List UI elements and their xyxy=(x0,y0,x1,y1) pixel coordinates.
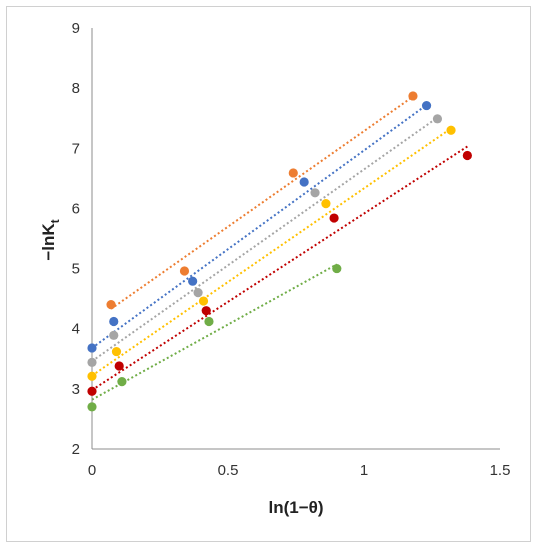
y-tick-label-4: 6 xyxy=(72,200,80,217)
data-point-1-2 xyxy=(188,276,198,286)
data-point-3-3 xyxy=(321,199,331,209)
y-tick-label-3: 5 xyxy=(72,261,80,278)
data-point-3-1 xyxy=(111,346,122,357)
x-axis-title: ln(1−θ) xyxy=(268,498,323,517)
data-point-1-3 xyxy=(299,177,309,187)
y-tick-label-6: 8 xyxy=(72,80,80,97)
trendline-3 xyxy=(91,127,452,377)
data-point-4-1 xyxy=(114,361,124,371)
trendline-5 xyxy=(91,263,338,401)
chart-frame xyxy=(6,6,531,542)
axes xyxy=(91,28,500,450)
y-axis-title-subscript: t xyxy=(48,219,62,223)
y-tick-label-1: 3 xyxy=(72,381,80,398)
data-point-3-0 xyxy=(87,371,97,381)
data-point-2-3 xyxy=(310,188,320,198)
data-point-4-2 xyxy=(201,306,211,316)
data-point-1-4 xyxy=(421,100,432,111)
data-point-0-3 xyxy=(408,91,418,101)
trendline-1 xyxy=(91,104,428,349)
x-tick-label-1: 0.5 xyxy=(218,462,239,479)
trendline-2 xyxy=(91,116,439,363)
trendline-0 xyxy=(110,93,417,310)
trendlines xyxy=(91,93,468,401)
data-point-2-4 xyxy=(432,114,443,124)
data-point-4-0 xyxy=(87,386,97,396)
y-tick-label-0: 2 xyxy=(72,441,80,458)
x-tick-label-0: 0 xyxy=(88,462,96,479)
data-point-4-4 xyxy=(462,150,472,161)
x-tick-label-3: 1.5 xyxy=(490,462,511,479)
data-point-2-0 xyxy=(87,357,97,367)
x-tick-label-2: 1 xyxy=(360,462,368,479)
tick-labels: 0 0.5 1 1.5 2 3 4 5 6 7 8 9 xyxy=(72,20,511,479)
data-point-4-3 xyxy=(329,213,339,223)
data-point-1-1 xyxy=(109,316,119,327)
y-axis-title-main: −lnK xyxy=(39,223,58,261)
data-point-0-1 xyxy=(179,266,190,276)
data-point-2-2 xyxy=(193,288,203,298)
data-point-2-1 xyxy=(109,330,119,340)
data-point-3-2 xyxy=(198,296,209,306)
data-point-5-1 xyxy=(117,377,127,387)
data-point-1-0 xyxy=(87,343,97,353)
y-tick-label-7: 9 xyxy=(72,20,80,37)
y-tick-label-2: 4 xyxy=(72,321,80,338)
data-point-3-4 xyxy=(446,125,456,135)
y-axis-title: −lnKt xyxy=(39,219,62,260)
data-point-5-0 xyxy=(87,402,97,412)
data-point-0-0 xyxy=(106,300,116,310)
trendline-4 xyxy=(91,145,468,391)
data-point-0-2 xyxy=(288,168,298,178)
data-point-5-3 xyxy=(332,263,342,274)
data-points xyxy=(87,91,472,412)
data-point-5-2 xyxy=(204,316,214,327)
y-tick-label-5: 7 xyxy=(72,140,80,157)
